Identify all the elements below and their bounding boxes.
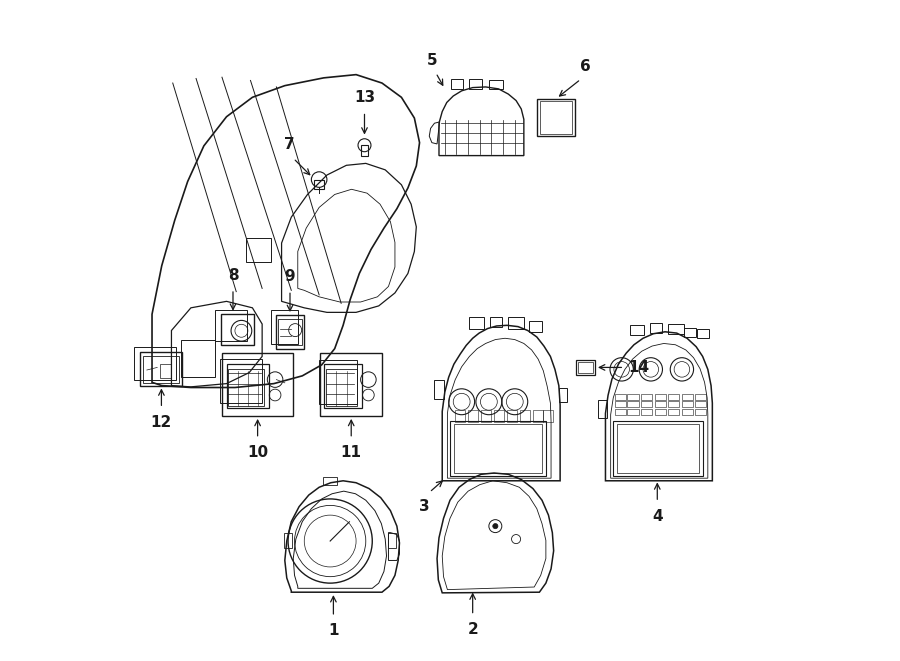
Bar (508, 317, 525, 329)
Bar (482, 410, 490, 422)
Bar (650, 323, 662, 333)
Text: 4: 4 (652, 509, 662, 524)
Bar (559, 387, 567, 402)
Bar (454, 424, 542, 473)
Bar (627, 409, 638, 414)
Bar (143, 356, 178, 383)
Text: 7: 7 (284, 137, 294, 152)
Bar (615, 394, 626, 400)
Bar (533, 410, 543, 422)
Bar (134, 346, 176, 380)
Bar (220, 359, 262, 403)
Bar (284, 533, 292, 547)
Text: 9: 9 (284, 269, 295, 284)
Bar (617, 424, 698, 473)
Bar (450, 421, 546, 476)
Bar (627, 394, 638, 400)
Bar (222, 352, 293, 416)
Bar (641, 401, 652, 407)
Text: 14: 14 (629, 360, 650, 375)
Bar (578, 362, 593, 373)
Bar (181, 340, 215, 377)
Text: 10: 10 (247, 445, 268, 460)
Circle shape (493, 524, 498, 529)
Bar (451, 79, 463, 89)
Bar (627, 401, 638, 407)
Bar (320, 360, 356, 404)
Bar (598, 400, 607, 418)
Bar (615, 401, 626, 407)
Bar (470, 79, 482, 89)
Bar (654, 394, 666, 400)
Bar (641, 394, 652, 400)
Bar (221, 314, 254, 345)
Bar (468, 410, 478, 422)
Bar (641, 409, 652, 414)
Bar (246, 238, 271, 262)
Bar (434, 380, 444, 399)
Bar (630, 325, 644, 335)
Bar (140, 352, 183, 385)
Bar (491, 317, 502, 327)
Bar (320, 352, 382, 416)
Bar (685, 328, 697, 337)
Bar (278, 319, 302, 345)
Bar (682, 409, 693, 414)
Bar (615, 409, 626, 414)
Bar (327, 369, 357, 407)
Bar (669, 409, 680, 414)
Bar (682, 394, 693, 400)
Bar (314, 180, 324, 189)
Bar (669, 401, 680, 407)
Text: 6: 6 (580, 59, 590, 74)
Bar (489, 80, 503, 89)
Bar (544, 410, 553, 422)
Bar (698, 329, 709, 338)
Bar (669, 394, 680, 400)
Bar (271, 311, 299, 344)
Bar (494, 410, 504, 422)
Bar (227, 364, 268, 408)
Text: 13: 13 (354, 90, 375, 105)
Bar (654, 409, 666, 414)
Bar (695, 409, 706, 414)
Bar (455, 410, 465, 422)
Bar (613, 421, 703, 476)
Text: 3: 3 (418, 499, 429, 514)
Bar (507, 410, 517, 422)
Bar (529, 321, 542, 332)
Bar (361, 145, 368, 155)
Text: 11: 11 (341, 445, 362, 460)
Bar (682, 401, 693, 407)
Text: 2: 2 (467, 622, 478, 637)
Bar (160, 364, 172, 378)
Bar (540, 101, 572, 134)
Bar (276, 315, 303, 348)
Bar (324, 364, 362, 408)
Bar (654, 401, 666, 407)
Bar (229, 369, 264, 407)
Bar (215, 310, 248, 341)
Bar (470, 317, 483, 329)
Text: 5: 5 (427, 52, 437, 67)
Text: 8: 8 (228, 268, 238, 282)
Text: 1: 1 (328, 623, 338, 639)
Bar (576, 360, 595, 375)
Bar (389, 533, 396, 547)
Bar (695, 394, 706, 400)
Bar (520, 410, 530, 422)
Bar (695, 401, 706, 407)
Bar (537, 98, 575, 136)
Text: 12: 12 (151, 414, 172, 430)
Bar (668, 324, 684, 334)
Bar (323, 477, 338, 485)
